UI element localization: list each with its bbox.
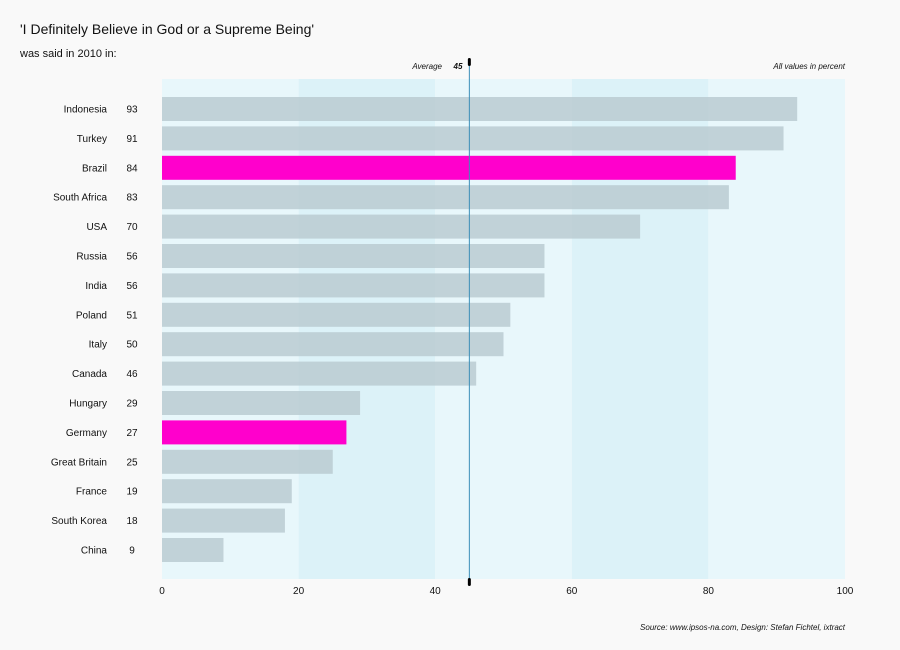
background-band — [298, 79, 436, 579]
category-label: Turkey — [77, 134, 107, 145]
chart-title: 'I Definitely Believe in God or a Suprem… — [20, 21, 314, 37]
value-label: 93 — [126, 105, 138, 116]
value-label: 51 — [126, 310, 138, 321]
category-label: Italy — [89, 340, 107, 351]
category-label: China — [81, 546, 108, 557]
value-label: 18 — [126, 516, 138, 527]
average-top-marker — [467, 58, 471, 66]
category-label: Germany — [66, 428, 107, 439]
category-label: France — [76, 487, 108, 498]
value-label: 83 — [126, 193, 138, 204]
value-label: 25 — [126, 457, 138, 468]
category-label: Poland — [76, 310, 107, 321]
category-label: Great Britain — [51, 457, 107, 468]
average-label: Average — [411, 62, 442, 71]
category-label: Canada — [72, 369, 107, 380]
average-marker: Average 45 — [411, 58, 471, 586]
bar — [162, 214, 641, 239]
bar — [162, 302, 511, 327]
category-label: Indonesia — [64, 105, 108, 116]
category-label: USA — [86, 222, 107, 233]
bar — [162, 538, 224, 562]
background-band — [162, 79, 299, 579]
x-tick-label: 0 — [159, 586, 165, 597]
background-band — [708, 79, 845, 579]
bar — [162, 155, 736, 180]
category-label: South Africa — [53, 193, 107, 204]
value-label: 19 — [126, 487, 138, 498]
value-label: 29 — [126, 399, 138, 410]
bar — [162, 420, 347, 445]
average-value: 45 — [453, 62, 463, 71]
bar — [162, 273, 545, 298]
x-tick-label: 60 — [566, 586, 578, 597]
units-note: All values in percent — [772, 62, 845, 71]
bar — [162, 449, 333, 474]
background-band — [571, 79, 709, 579]
x-tick-label: 100 — [837, 586, 854, 597]
average-bottom-marker — [467, 578, 471, 586]
value-label: 56 — [126, 252, 138, 263]
bar — [162, 479, 292, 504]
bar — [162, 185, 729, 210]
bar — [162, 391, 361, 415]
category-label: Brazil — [82, 163, 107, 174]
labels-group: Indonesia 93 Turkey 91 Brazil 84 South Africa 8… — [51, 105, 138, 557]
bar — [162, 361, 477, 386]
value-label: 70 — [126, 222, 138, 233]
value-label: 50 — [126, 340, 138, 351]
value-label: 84 — [126, 163, 138, 174]
value-label: 9 — [129, 546, 135, 557]
x-tick-label: 40 — [430, 586, 442, 597]
bar — [162, 126, 784, 151]
background-bands — [162, 79, 845, 579]
bar — [162, 332, 504, 357]
value-label: 91 — [126, 134, 138, 145]
x-axis-ticks: 0 20 40 60 80 100 — [159, 586, 854, 597]
value-label: 56 — [126, 281, 138, 292]
x-tick-label: 20 — [293, 586, 305, 597]
category-label: South Korea — [51, 516, 107, 527]
bar — [162, 508, 285, 533]
x-tick-label: 80 — [703, 586, 715, 597]
bar — [162, 244, 545, 268]
category-label: India — [85, 281, 107, 292]
bars-group — [162, 97, 798, 562]
value-label: 46 — [126, 369, 138, 380]
chart-subtitle: was said in 2010 in: — [19, 48, 117, 60]
category-label: Russia — [76, 252, 107, 263]
category-label: Hungary — [69, 399, 107, 410]
bar — [162, 97, 798, 121]
value-label: 27 — [126, 428, 138, 439]
background-band — [435, 79, 572, 579]
source-note: Source: www.ipsos-na.com, Design: Stefan… — [640, 623, 846, 632]
